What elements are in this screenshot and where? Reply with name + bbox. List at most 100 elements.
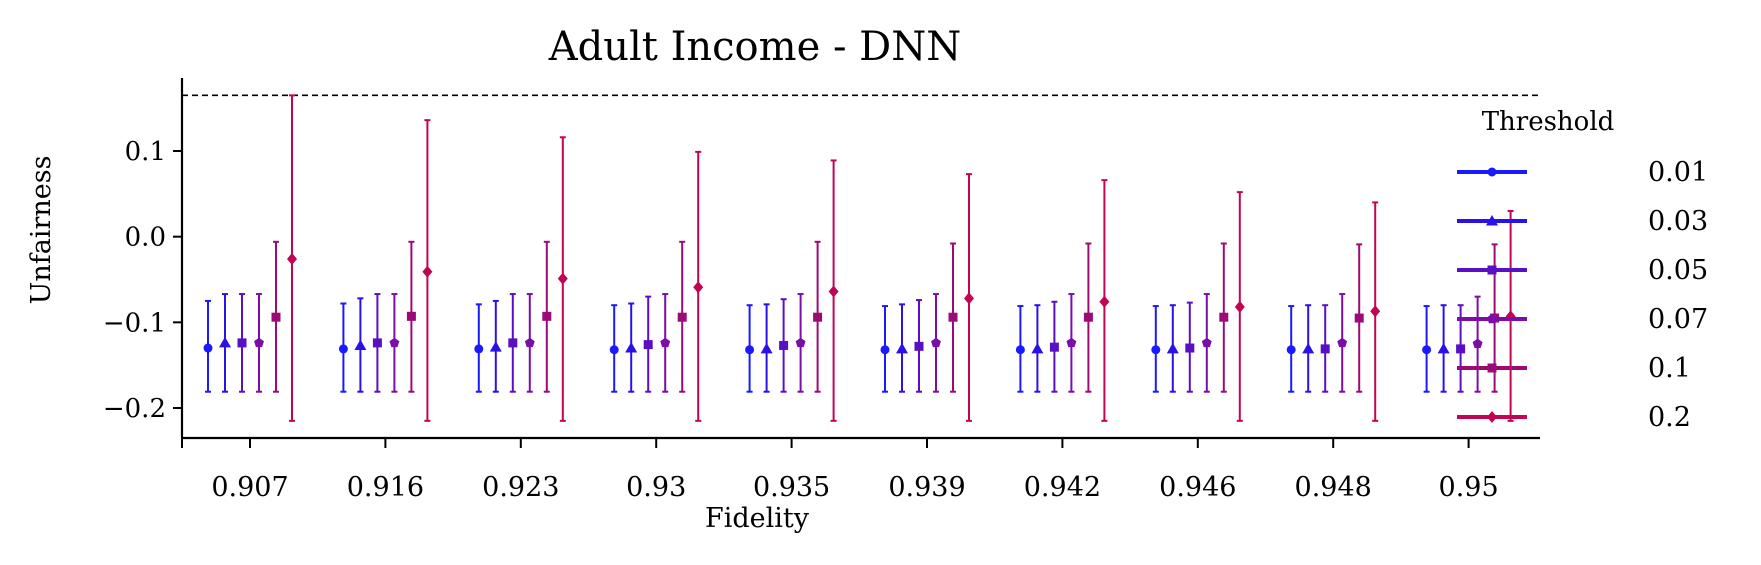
- x-tick-label: 0.935: [753, 472, 830, 503]
- data-point: [422, 265, 433, 278]
- legend-item: 0.2: [1457, 402, 1691, 433]
- x-tick-label: 0.923: [482, 472, 559, 503]
- series-0.03: [219, 293, 1450, 393]
- data-point: [287, 252, 297, 265]
- data-point: [1456, 344, 1466, 354]
- x-tick-label: 0.916: [347, 472, 424, 503]
- data-point: [1049, 342, 1059, 352]
- data-point: [779, 340, 789, 350]
- legend-label: 0.05: [1648, 255, 1708, 286]
- data-point: [948, 312, 958, 322]
- data-point: [625, 342, 638, 353]
- data-point: [660, 337, 671, 348]
- x-tick-label: 0.907: [211, 472, 288, 503]
- data-point: [1166, 342, 1179, 354]
- legend-item: 0.1: [1457, 353, 1691, 384]
- data-point: [389, 337, 400, 348]
- series-0.2: [287, 94, 1516, 422]
- legend-marker: [1487, 313, 1497, 324]
- series-0.05: [237, 293, 1466, 393]
- legend: Threshold 0.01 0.03 0.05 0.07 0.1 0.2: [1457, 107, 1708, 433]
- data-point: [813, 312, 823, 322]
- data-point: [1337, 337, 1348, 348]
- legend-label: 0.07: [1648, 304, 1708, 335]
- data-point: [1370, 305, 1381, 318]
- legend-label: 0.01: [1648, 157, 1708, 188]
- data-point: [474, 344, 484, 354]
- data-point: [745, 345, 755, 355]
- data-point: [1083, 312, 1093, 322]
- data-point: [1031, 342, 1044, 354]
- legend-item: 0.01: [1457, 157, 1708, 188]
- series-0.1: [271, 240, 1500, 393]
- legend-item: 0.07: [1457, 304, 1708, 335]
- data-point: [219, 336, 231, 348]
- x-tick-label: 0.93: [626, 472, 686, 503]
- data-point: [1151, 345, 1161, 355]
- data-point: [914, 341, 924, 351]
- data-point: [1234, 300, 1245, 313]
- data-point: [1201, 337, 1212, 348]
- data-point: [489, 341, 502, 352]
- data-point: [1472, 338, 1483, 348]
- y-tick-label: 0.1: [125, 137, 166, 167]
- data-point: [254, 337, 264, 348]
- legend-marker: [1487, 411, 1497, 423]
- data-point: [338, 344, 348, 354]
- data-point: [354, 339, 367, 350]
- legend-marker: [1487, 363, 1497, 373]
- data-point: [828, 285, 839, 298]
- y-tick-label: 0.0: [125, 223, 166, 253]
- x-tick-label: 0.939: [888, 472, 965, 503]
- legend-item: 0.03: [1457, 206, 1708, 237]
- x-axis-label: Fidelity: [705, 503, 810, 534]
- data-point: [372, 338, 382, 348]
- data-point: [896, 342, 908, 354]
- data-point: [1354, 313, 1364, 323]
- legend-marker: [1486, 215, 1498, 226]
- data-point: [760, 342, 773, 354]
- y-tick-label: −0.2: [103, 394, 166, 424]
- data-point: [542, 311, 552, 321]
- data-point: [931, 337, 941, 348]
- x-tick-label: 0.946: [1159, 472, 1236, 503]
- series-0.07: [254, 293, 1483, 393]
- data-point: [677, 312, 687, 322]
- data-point: [1437, 342, 1450, 354]
- data-point: [880, 345, 890, 355]
- data-point: [1422, 345, 1432, 355]
- x-tick-label: 0.95: [1439, 472, 1499, 503]
- data-point: [1219, 312, 1229, 322]
- legend-marker: [1487, 167, 1497, 177]
- data-point: [1015, 345, 1025, 355]
- data-point: [964, 292, 974, 305]
- data-point: [1099, 295, 1110, 308]
- data-point: [271, 312, 281, 322]
- data-point: [203, 343, 213, 353]
- data-point: [1286, 345, 1296, 355]
- x-tick-label: 0.942: [1024, 472, 1101, 503]
- data-point: [693, 281, 704, 294]
- legend-label: 0.1: [1648, 353, 1691, 384]
- data-point: [508, 338, 518, 348]
- legend-label: 0.03: [1648, 206, 1708, 237]
- data-point: [237, 338, 247, 348]
- data-point: [1066, 337, 1077, 348]
- chart-title: Adult Income - DNN: [548, 24, 962, 70]
- legend-marker: [1487, 265, 1497, 275]
- series-0.01: [203, 299, 1432, 393]
- data-point: [795, 337, 806, 348]
- data-point: [1185, 343, 1195, 353]
- legend-title: Threshold: [1482, 107, 1615, 137]
- data-point: [557, 272, 568, 285]
- data-point: [643, 340, 653, 350]
- data-point: [1302, 342, 1315, 354]
- data-point: [406, 311, 416, 321]
- data-point: [524, 337, 535, 348]
- plot-area: 0.1 0.0 −0.1 −0.2 0.907 0.916 0.923 0.93 0.935 0.…: [103, 78, 1540, 503]
- y-axis-label: Unfairness: [26, 156, 57, 305]
- x-tick-label: 0.948: [1295, 472, 1372, 503]
- data-point: [609, 345, 619, 355]
- legend-label: 0.2: [1648, 402, 1691, 433]
